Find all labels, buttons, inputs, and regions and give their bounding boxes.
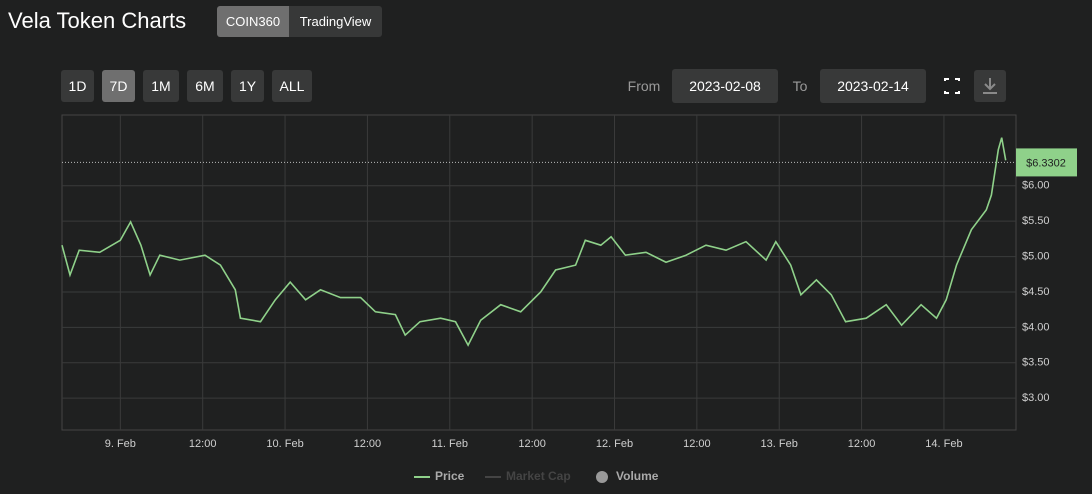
chart-tools: [944, 70, 1006, 102]
current-price-tag: [1016, 148, 1077, 177]
range-button[interactable]: 1Y: [231, 70, 264, 102]
x-tick-label: 12:00: [189, 438, 217, 450]
fullscreen-icon[interactable]: [944, 78, 960, 94]
y-tick-label: $4.00: [1022, 321, 1050, 333]
legend-label[interactable]: Market Cap: [506, 469, 571, 483]
page-title: Vela Token Charts: [8, 8, 187, 33]
to-date[interactable]: 2023-02-14: [820, 69, 926, 103]
x-tick-label: 13. Feb: [761, 438, 798, 450]
y-tick-label: $3.50: [1022, 357, 1050, 369]
from-label: From: [627, 78, 661, 94]
source-tab[interactable]: TradingView: [289, 6, 382, 37]
y-tick-label: $3.00: [1022, 392, 1050, 404]
y-tick-label: $6.00: [1022, 180, 1050, 192]
download-icon: [983, 78, 997, 94]
range-button[interactable]: 1M: [143, 70, 179, 102]
range-button[interactable]: ALL: [272, 70, 312, 102]
x-tick-label: 14. Feb: [925, 438, 962, 450]
y-tick-label: $4.50: [1022, 286, 1050, 298]
x-tick-label: 12:00: [848, 438, 876, 450]
y-tick-label: $5.00: [1022, 250, 1050, 262]
source-tab[interactable]: COIN360: [217, 6, 289, 37]
price-line: [61, 137, 1007, 347]
range-button[interactable]: 1D: [61, 70, 94, 102]
legend-swatch: [596, 471, 608, 483]
to-label: To: [792, 78, 808, 94]
range-button[interactable]: 6M: [187, 70, 223, 102]
y-tick-label: $5.50: [1022, 215, 1050, 227]
plot-border: [61, 114, 1017, 431]
x-tick-label: 9. Feb: [105, 438, 136, 450]
x-tick-label: 10. Feb: [266, 438, 303, 450]
x-tick-label: 12:00: [683, 438, 711, 450]
x-tick-label: 11. Feb: [432, 438, 469, 450]
current-price-label: $6.3302: [1026, 157, 1066, 169]
x-tick-label: 12. Feb: [596, 438, 633, 450]
x-tick-label: 12:00: [354, 438, 382, 450]
from-date[interactable]: 2023-02-08: [672, 69, 778, 103]
legend-label[interactable]: Volume: [616, 469, 659, 483]
range-button[interactable]: 7D: [102, 70, 135, 102]
legend-label[interactable]: Price: [435, 469, 465, 483]
x-tick-label: 12:00: [518, 438, 546, 450]
